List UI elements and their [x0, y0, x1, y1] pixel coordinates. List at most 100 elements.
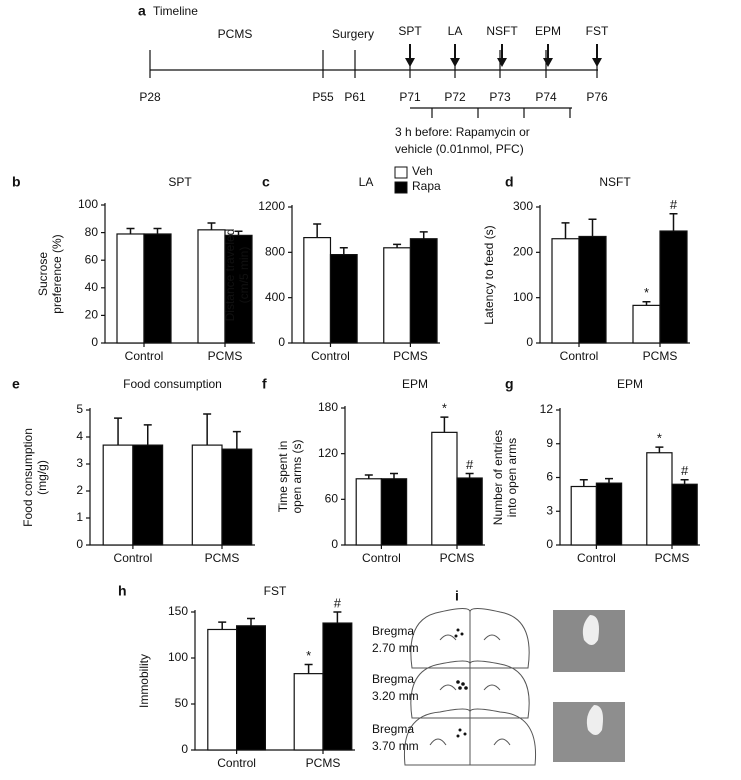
bar — [551, 238, 580, 344]
bar — [595, 482, 623, 546]
panel-letter: h — [118, 583, 127, 599]
test-label: FST — [586, 24, 609, 38]
significance-mark: # — [466, 457, 474, 472]
injection-dots — [454, 628, 468, 738]
y-axis-label: Distance traveled — [223, 229, 237, 322]
section-level: 2.70 mm — [372, 641, 419, 655]
y-axis-label: (mg/g) — [35, 460, 49, 495]
bar — [431, 431, 458, 546]
bar — [570, 485, 598, 546]
bar — [102, 444, 134, 546]
treatment-note: vehicle (0.01nmol, PFC) — [395, 142, 524, 156]
arrow-head — [497, 58, 507, 67]
bar — [646, 452, 673, 546]
day-label: P55 — [312, 90, 334, 104]
legend-label: Rapa — [412, 179, 441, 193]
bar — [116, 233, 145, 344]
y-tick-label: 100 — [513, 290, 533, 304]
y-tick-label: 0 — [76, 537, 83, 551]
y-tick-label: 0 — [181, 742, 188, 756]
error-bar — [419, 231, 428, 239]
chart-title: Food consumption — [123, 377, 222, 391]
y-tick-label: 120 — [318, 446, 338, 460]
significance-mark: * — [657, 431, 662, 446]
y-tick-label: 3 — [76, 456, 83, 470]
legend-label: Veh — [412, 164, 433, 178]
y-tick-label: 2 — [76, 483, 83, 497]
x-tick-label: PCMS — [643, 349, 678, 363]
y-tick-label: 180 — [318, 400, 338, 414]
x-tick-label: Control — [114, 551, 153, 565]
error-bar — [126, 227, 135, 234]
section-level: 3.20 mm — [372, 689, 419, 703]
y-tick-label: 0 — [278, 335, 285, 349]
y-axis-label: Sucrose — [36, 252, 50, 296]
bar — [322, 622, 353, 751]
y-tick-label: 100 — [78, 197, 98, 211]
x-tick-label: Control — [577, 551, 616, 565]
error-bar — [234, 230, 243, 236]
y-axis-label: into open arms — [505, 438, 519, 517]
significance-mark: # — [681, 463, 689, 478]
brain-atlas — [403, 608, 537, 766]
panel-letter: b — [12, 174, 21, 190]
day-label: P76 — [586, 90, 608, 104]
y-tick-label: 0 — [331, 537, 338, 551]
arrow-head — [450, 58, 460, 67]
day-label: P74 — [535, 90, 557, 104]
y-axis-label: Latency to feed (s) — [482, 225, 496, 324]
legend-swatch — [394, 181, 408, 194]
bar — [132, 444, 164, 546]
chart-title: FST — [264, 584, 287, 598]
y-tick-label: 40 — [85, 280, 99, 294]
significance-mark: # — [670, 197, 678, 212]
x-tick-label: Control — [362, 551, 401, 565]
error-bar — [247, 617, 255, 626]
bar — [380, 478, 408, 546]
y-tick-label: 400 — [265, 290, 285, 304]
bar — [191, 444, 223, 546]
error-bar — [304, 663, 313, 674]
bar — [383, 247, 412, 344]
day-label: P72 — [444, 90, 466, 104]
histology-photos — [553, 610, 625, 762]
phase-label: PCMS — [218, 27, 253, 41]
bar — [207, 628, 238, 751]
bar — [578, 235, 607, 344]
y-tick-label: 0 — [546, 537, 553, 551]
chart-title: EPM — [617, 377, 643, 391]
arrow-head — [543, 58, 553, 67]
test-label: NSFT — [486, 24, 518, 38]
chart-title: NSFT — [599, 175, 631, 189]
error-bar — [218, 621, 227, 630]
treatment-note: 3 h before: Rapamycin or — [395, 125, 530, 139]
y-tick-label: 1200 — [258, 199, 285, 213]
error-bar — [669, 213, 678, 232]
bar — [329, 254, 358, 344]
error-bar — [642, 300, 651, 306]
error-bar — [393, 243, 402, 248]
bar — [236, 625, 267, 751]
day-label: P73 — [489, 90, 511, 104]
error-bar — [465, 472, 474, 479]
significance-mark: * — [644, 285, 649, 300]
panel-letter: e — [12, 376, 20, 392]
bar — [197, 229, 226, 344]
x-tick-label: Control — [560, 349, 599, 363]
y-tick-label: 12 — [540, 402, 554, 416]
y-tick-label: 50 — [175, 696, 189, 710]
y-tick-label: 200 — [513, 245, 533, 259]
y-axis-label: (cm/5 min) — [237, 247, 251, 304]
bar — [293, 673, 324, 751]
x-tick-label: PCMS — [306, 756, 341, 770]
bar — [224, 234, 253, 344]
y-tick-label: 60 — [325, 492, 339, 506]
chart-title: LA — [359, 175, 374, 189]
x-tick-label: Control — [311, 349, 350, 363]
y-tick-label: 0 — [91, 335, 98, 349]
significance-mark: * — [306, 648, 311, 663]
y-tick-label: 20 — [85, 308, 99, 322]
y-axis-label: Time spent in — [276, 441, 290, 513]
error-bar — [339, 247, 348, 255]
